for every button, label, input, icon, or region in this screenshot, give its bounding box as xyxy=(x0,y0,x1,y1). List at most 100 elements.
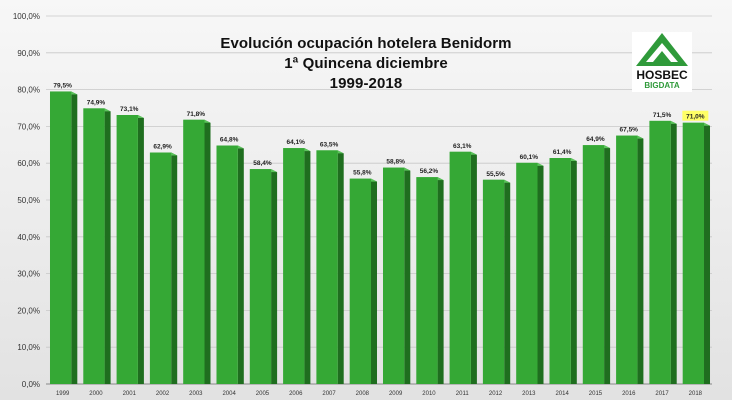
data-label: 74,9% xyxy=(87,99,106,106)
bar xyxy=(183,119,205,384)
x-tick-label: 2014 xyxy=(555,391,569,397)
bar-side xyxy=(171,152,178,384)
x-tick-label: 1999 xyxy=(56,391,70,397)
bar xyxy=(316,150,338,384)
x-tick-label: 2008 xyxy=(356,391,370,397)
bar xyxy=(283,148,305,384)
y-tick-label: 50,0% xyxy=(17,196,40,205)
bar-side xyxy=(304,148,311,384)
data-label: 55,5% xyxy=(486,171,505,178)
bar-side xyxy=(371,178,378,384)
bar-side xyxy=(637,135,644,384)
bar xyxy=(382,167,405,384)
bar xyxy=(416,177,438,384)
bar-side xyxy=(437,177,444,384)
y-tick-label: 60,0% xyxy=(17,159,40,168)
x-tick-label: 2010 xyxy=(422,391,436,397)
data-label: 62,9% xyxy=(153,144,172,151)
data-label: 55,8% xyxy=(353,170,372,177)
bar xyxy=(149,152,172,384)
bar-side xyxy=(337,150,344,384)
data-label: 67,5% xyxy=(620,127,639,134)
x-tick-label: 2007 xyxy=(322,391,336,397)
bar-side xyxy=(271,169,278,384)
bar xyxy=(49,91,72,384)
y-tick-label: 40,0% xyxy=(17,233,40,242)
y-tick-label: 70,0% xyxy=(17,122,40,131)
data-label: 71,5% xyxy=(653,112,672,119)
x-tick-label: 2016 xyxy=(622,391,636,397)
x-tick-label: 2004 xyxy=(222,391,236,397)
bar xyxy=(582,145,605,384)
bar-side xyxy=(404,167,411,384)
bar xyxy=(516,162,538,384)
data-label: 61,4% xyxy=(553,149,572,156)
bar xyxy=(349,178,372,384)
y-tick-label: 100,0% xyxy=(13,12,40,21)
x-tick-label: 2005 xyxy=(256,391,270,397)
bar xyxy=(216,145,238,384)
y-tick-label: 80,0% xyxy=(17,86,40,95)
x-tick-label: 2018 xyxy=(689,391,703,397)
logo-triangle-icon xyxy=(636,33,688,66)
chart-title-line-3: 1999-2018 xyxy=(329,75,403,92)
bar-side xyxy=(204,119,211,384)
logo-sub-text: BIGDATA xyxy=(644,81,680,90)
bar xyxy=(116,114,138,384)
bar-side xyxy=(71,91,78,384)
x-tick-label: 2002 xyxy=(156,391,170,397)
x-tick-label: 2000 xyxy=(89,391,103,397)
data-label-highlight xyxy=(682,110,709,121)
y-tick-label: 30,0% xyxy=(17,270,40,279)
x-tick-label: 2011 xyxy=(456,391,470,397)
bar xyxy=(482,179,505,384)
y-tick-label: 0,0% xyxy=(22,380,40,389)
logo-brand-text: HOSBEC xyxy=(636,68,688,82)
bar-side xyxy=(237,145,244,384)
bar-side xyxy=(104,108,111,385)
y-tick-label: 10,0% xyxy=(17,343,40,352)
chart-title-line-2: 1ª Quincena diciembre xyxy=(284,55,448,72)
data-label: 56,2% xyxy=(420,168,439,175)
x-tick-label: 2012 xyxy=(489,391,503,397)
bar xyxy=(249,169,272,384)
x-tick-label: 2017 xyxy=(655,391,669,397)
y-tick-label: 90,0% xyxy=(17,49,40,58)
bar-side xyxy=(604,145,611,384)
data-label: 58,4% xyxy=(253,160,272,167)
bar xyxy=(616,135,638,384)
data-label: 73,1% xyxy=(120,106,139,113)
data-label: 64,8% xyxy=(220,137,239,144)
x-tick-label: 2009 xyxy=(389,391,403,397)
data-label: 58,8% xyxy=(386,159,405,166)
bar xyxy=(449,151,471,384)
chart-title-line-1: Evolución ocupación hotelera Benidorm xyxy=(220,35,512,52)
data-label: 71,0% xyxy=(686,114,705,121)
x-tick-label: 2001 xyxy=(123,391,137,397)
x-tick-label: 2006 xyxy=(289,391,303,397)
x-tick-label: 2003 xyxy=(189,391,203,397)
y-tick-label: 20,0% xyxy=(17,306,40,315)
bar xyxy=(649,120,671,384)
bar-side xyxy=(570,158,577,384)
data-label: 71,8% xyxy=(187,111,206,118)
bar-side xyxy=(137,114,144,384)
data-label: 64,9% xyxy=(586,136,605,143)
bar xyxy=(83,108,105,385)
bar-side xyxy=(537,162,544,384)
hosbec-bigdata-logo: HOSBEC BIGDATA xyxy=(632,32,692,92)
data-label: 63,1% xyxy=(453,143,472,150)
bar xyxy=(682,122,705,384)
data-label: 79,5% xyxy=(53,82,72,89)
data-label: 63,5% xyxy=(320,141,339,148)
x-tick-label: 2013 xyxy=(522,391,536,397)
x-tick-label: 2015 xyxy=(589,391,603,397)
bar-side xyxy=(704,122,711,384)
bar-side xyxy=(470,151,477,384)
bar-side xyxy=(670,120,677,384)
bar xyxy=(549,158,571,384)
data-label: 64,1% xyxy=(287,139,306,146)
data-label: 60,1% xyxy=(520,154,539,161)
